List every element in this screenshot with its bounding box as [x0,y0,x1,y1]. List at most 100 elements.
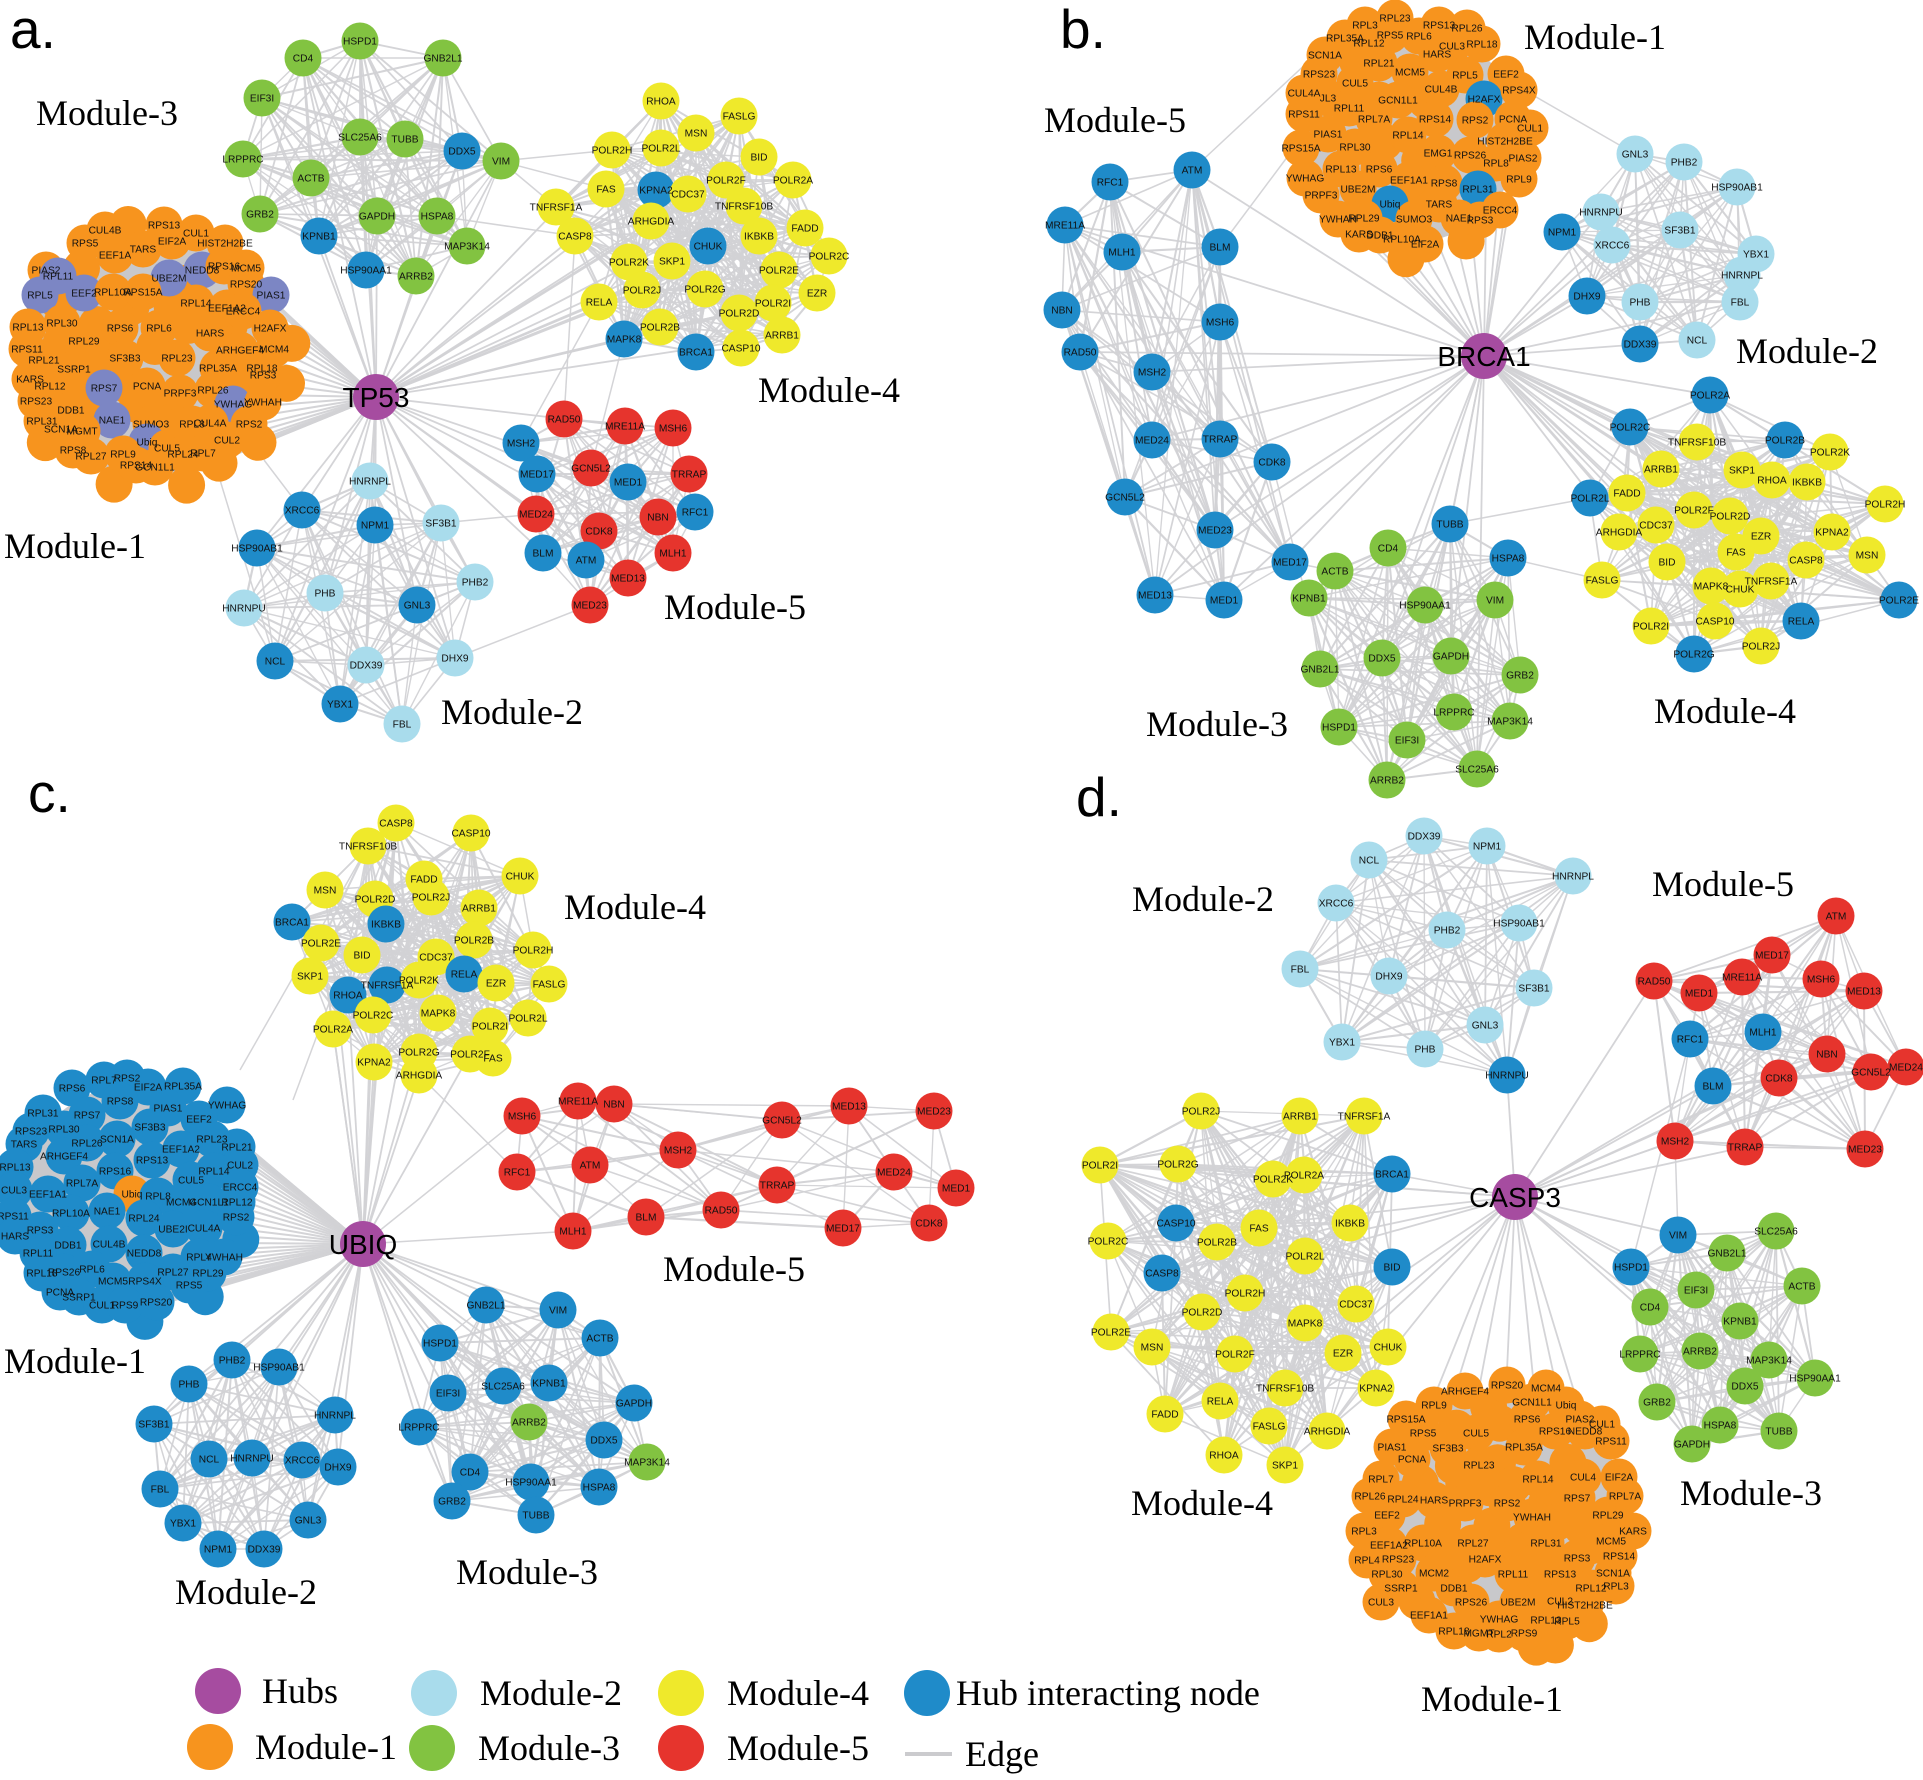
svg-text:HSP90AB1: HSP90AB1 [1711,183,1763,194]
svg-text:RPL23: RPL23 [161,354,192,365]
svg-text:TNFRSF1A: TNFRSF1A [1745,577,1798,588]
svg-text:VIM: VIM [1669,1231,1687,1242]
svg-text:MRE11A: MRE11A [1045,221,1085,232]
svg-text:ARHGDIA: ARHGDIA [628,217,675,228]
svg-text:RPS4X: RPS4X [1502,86,1536,97]
svg-text:GCN5L2: GCN5L2 [762,1116,802,1127]
svg-text:MSH6: MSH6 [1206,318,1235,329]
svg-text:POLR2E: POLR2E [759,266,799,277]
svg-text:HSPA8: HSPA8 [1492,554,1525,565]
svg-text:RPL14: RPL14 [1522,1475,1553,1486]
svg-text:SF3B3: SF3B3 [1432,1444,1463,1455]
svg-text:POLR2A: POLR2A [1690,391,1730,402]
svg-text:MSH6: MSH6 [508,1112,537,1123]
svg-text:TARS: TARS [1426,200,1453,211]
svg-text:NPM1: NPM1 [361,521,390,532]
svg-text:NCL: NCL [199,1455,220,1466]
svg-text:RPL9: RPL9 [1421,1401,1447,1412]
svg-text:RPL27: RPL27 [157,1268,188,1279]
svg-text:POLR2G: POLR2G [1673,650,1714,661]
svg-text:RPL6: RPL6 [146,324,172,335]
svg-text:ARHGEF4: ARHGEF4 [1441,1387,1489,1398]
svg-text:RPL14: RPL14 [1392,131,1423,142]
svg-text:RPL29: RPL29 [1348,214,1379,225]
svg-text:RPL27: RPL27 [75,452,106,463]
svg-text:DDX5: DDX5 [590,1436,618,1447]
svg-text:BID: BID [354,951,371,962]
svg-text:RPS23: RPS23 [1303,70,1336,81]
svg-text:POLR2J: POLR2J [1742,642,1781,653]
svg-text:TNFRSF1A: TNFRSF1A [1338,1112,1391,1123]
svg-text:RPS5: RPS5 [176,1281,203,1292]
svg-text:HIST2H2BE: HIST2H2BE [1477,137,1533,148]
svg-text:HIST2H2BE: HIST2H2BE [197,239,253,250]
svg-text:GNL3: GNL3 [404,601,431,612]
svg-text:RPL11: RPL11 [1334,104,1365,115]
svg-text:HARS: HARS [1,1232,30,1243]
svg-text:UBE2M: UBE2M [1500,1598,1535,1609]
svg-text:H2AFX: H2AFX [1468,95,1501,106]
svg-text:RHOA: RHOA [646,97,676,108]
svg-text:RPS16: RPS16 [99,1167,132,1178]
svg-text:GRB2: GRB2 [1643,1398,1671,1409]
svg-text:CUL3: CUL3 [1,1186,27,1197]
svg-text:POLR2L: POLR2L [641,144,680,155]
svg-text:RPL9: RPL9 [1506,175,1532,186]
svg-text:PHB2: PHB2 [1434,926,1461,937]
svg-text:CDK8: CDK8 [585,527,613,538]
svg-text:Module-2: Module-2 [1736,331,1878,371]
svg-text:CASP10: CASP10 [1695,617,1734,628]
svg-text:VIM: VIM [549,1306,567,1317]
svg-text:RPL29: RPL29 [1592,1511,1623,1522]
svg-text:Module-3: Module-3 [1680,1473,1822,1513]
svg-text:BRCA1: BRCA1 [1375,1170,1409,1181]
svg-text:NEDD8: NEDD8 [127,1249,162,1260]
svg-text:KPNB1: KPNB1 [1723,1317,1757,1328]
svg-text:BLM: BLM [533,549,554,560]
svg-text:ARHGEF4: ARHGEF4 [216,346,264,357]
svg-text:HNRNPL: HNRNPL [1552,872,1594,883]
svg-text:ARRB1: ARRB1 [462,904,496,915]
svg-text:RELA: RELA [586,298,613,309]
svg-text:RPL7A: RPL7A [1609,1492,1641,1503]
svg-text:ARRB1: ARRB1 [765,331,799,342]
svg-text:RPS6: RPS6 [59,1084,86,1095]
svg-text:EIF3I: EIF3I [436,1389,460,1400]
svg-text:UBE2I: UBE2I [158,1225,187,1236]
svg-text:PHB2: PHB2 [462,578,489,589]
svg-text:RPS3: RPS3 [1467,216,1494,227]
svg-text:PHB2: PHB2 [1671,158,1698,169]
svg-text:RPL13: RPL13 [0,1163,31,1174]
svg-text:HSPA8: HSPA8 [421,212,454,223]
svg-text:GCN1L1: GCN1L1 [135,463,175,474]
svg-text:NBN: NBN [647,513,669,524]
svg-text:RPS26: RPS26 [1455,1598,1488,1609]
svg-text:POLR2C: POLR2C [1610,423,1651,434]
svg-text:RPL12: RPL12 [1353,39,1384,50]
svg-text:HSP90AB1: HSP90AB1 [1493,919,1545,930]
svg-text:EIF3I: EIF3I [1684,1286,1708,1297]
svg-text:RPL24: RPL24 [128,1214,159,1225]
svg-text:HSP90AA1: HSP90AA1 [505,1478,557,1489]
svg-text:RPS20: RPS20 [230,280,263,291]
svg-text:ACTB: ACTB [1788,1282,1815,1293]
svg-text:RELA: RELA [1207,1397,1234,1408]
svg-text:Hubs: Hubs [262,1671,338,1711]
svg-text:POLR2F: POLR2F [1215,1350,1255,1361]
svg-text:RPS15A: RPS15A [123,288,162,299]
svg-text:XRCC6: XRCC6 [1319,899,1354,910]
svg-text:DDX5: DDX5 [1368,654,1396,665]
svg-text:DHX9: DHX9 [324,1463,352,1474]
svg-text:RFC1: RFC1 [504,1168,531,1179]
svg-text:YWHAH: YWHAH [244,398,282,409]
svg-text:HSP90AB1: HSP90AB1 [231,544,283,555]
svg-text:RPL31: RPL31 [1530,1539,1561,1550]
svg-text:MLH1: MLH1 [1108,248,1136,259]
svg-text:TRRAP: TRRAP [672,470,707,481]
svg-text:POLR2L: POLR2L [508,1014,547,1025]
svg-text:ARRB2: ARRB2 [1683,1347,1717,1358]
svg-text:KPNB1: KPNB1 [1292,594,1326,605]
svg-text:MED24: MED24 [519,510,553,521]
svg-text:YBX1: YBX1 [1329,1038,1355,1049]
svg-text:TUBB: TUBB [1765,1427,1792,1438]
